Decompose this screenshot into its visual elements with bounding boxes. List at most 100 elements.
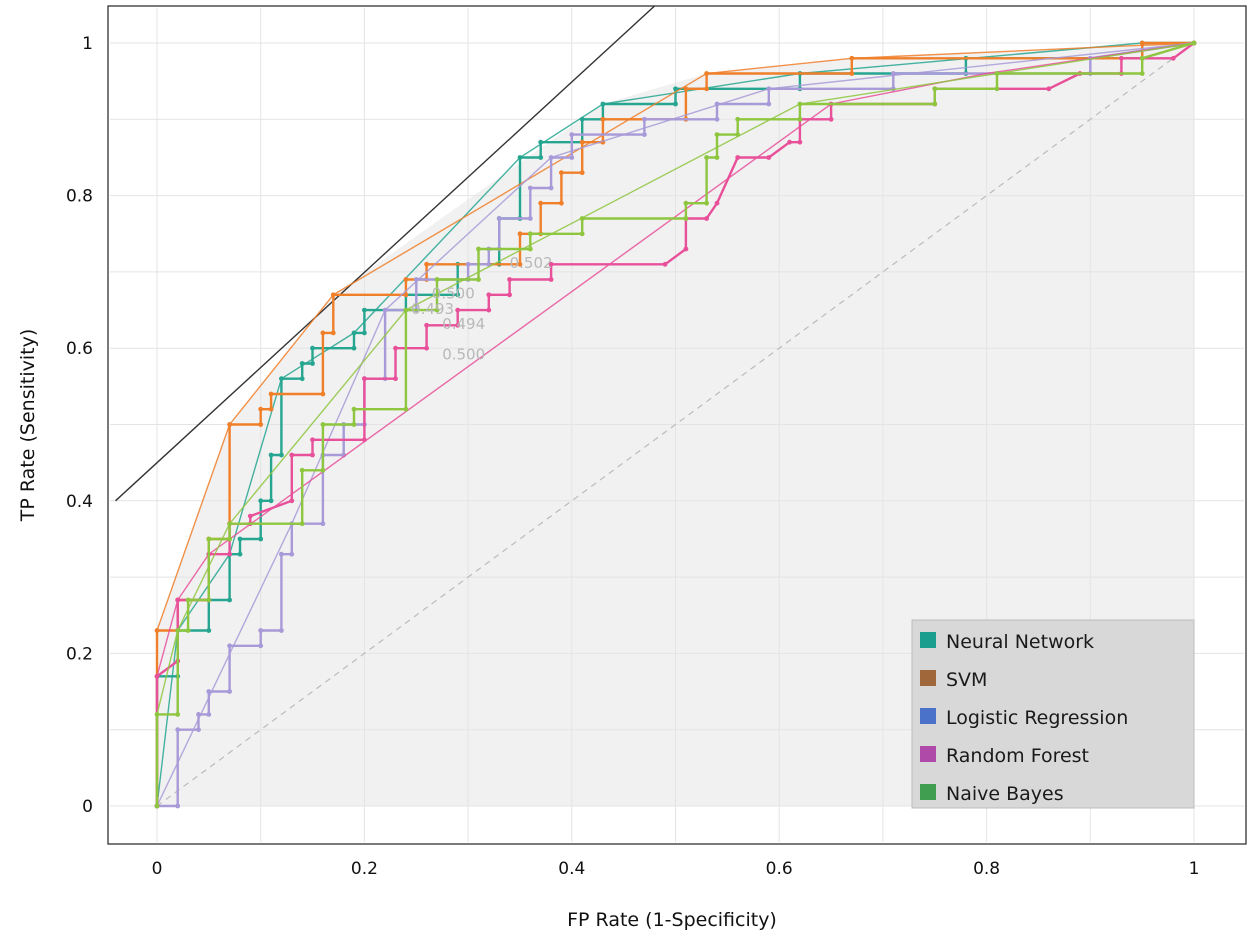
roc-point — [227, 551, 233, 557]
x-tick-label: 0.6 — [766, 859, 793, 879]
roc-point — [507, 277, 512, 282]
roc-point — [704, 216, 709, 221]
roc-point — [714, 155, 720, 160]
roc-point — [279, 551, 284, 557]
roc-point — [994, 71, 1000, 76]
roc-point — [517, 261, 523, 267]
legend-item-neural-network[interactable]: Neural Network — [920, 631, 1094, 653]
legend-label: SVM — [946, 669, 987, 691]
roc-point — [175, 803, 181, 809]
roc-point — [268, 391, 274, 397]
roc-point — [299, 467, 305, 473]
y-tick-label: 0.6 — [66, 339, 93, 359]
roc-point — [227, 536, 233, 542]
roc-point — [320, 391, 326, 397]
roc-point — [683, 246, 689, 252]
legend-box — [911, 619, 1195, 809]
legend-swatch — [920, 632, 936, 648]
roc-point — [434, 277, 440, 282]
x-tick-label: 0.4 — [558, 859, 585, 879]
legend-label: Naive Bayes — [946, 783, 1064, 805]
roc-point — [465, 261, 471, 267]
roc-point — [351, 345, 357, 351]
legend-item-random-forest[interactable]: Random Forest — [920, 745, 1089, 767]
roc-point — [527, 246, 533, 252]
roc-point — [1046, 86, 1052, 92]
roc-point — [579, 170, 585, 176]
roc-point — [548, 277, 554, 282]
y-tick-label: 0.4 — [66, 492, 93, 512]
roc-point — [766, 86, 772, 92]
threshold-label: 0.500 — [442, 346, 485, 364]
roc-point — [403, 307, 409, 313]
roc-point — [351, 422, 357, 427]
legend-swatch — [920, 670, 936, 686]
roc-point — [1139, 55, 1145, 61]
roc-point — [206, 628, 212, 633]
roc-point — [486, 292, 492, 298]
roc-point — [268, 406, 274, 412]
legend-item-svm[interactable]: SVM — [920, 669, 987, 691]
roc-point — [227, 689, 233, 694]
threshold-label: 0.502 — [510, 254, 553, 272]
roc-point — [704, 71, 709, 76]
legend-item-naive-bayes[interactable]: Naive Bayes — [920, 783, 1064, 805]
roc-point — [227, 597, 233, 603]
roc-point — [206, 689, 212, 694]
roc-point — [559, 200, 564, 206]
roc-point — [714, 116, 720, 122]
roc-point — [268, 452, 274, 458]
roc-point — [548, 155, 554, 160]
roc-point — [683, 216, 689, 221]
x-tick-label: 1 — [1189, 859, 1200, 879]
roc-point — [569, 155, 575, 160]
series-logistic-regression — [154, 40, 1197, 809]
roc-point — [714, 132, 720, 138]
roc-point — [797, 116, 803, 122]
roc-point — [579, 216, 585, 221]
roc-point — [227, 521, 233, 527]
roc-point — [279, 628, 284, 633]
roc-point — [237, 536, 243, 542]
roc-point — [797, 139, 803, 145]
y-tick-label: 0.2 — [66, 644, 93, 664]
roc-point — [714, 101, 720, 107]
roc-point — [1119, 55, 1124, 61]
roc-point — [299, 376, 305, 382]
roc-point — [362, 376, 367, 382]
roc-point — [279, 376, 284, 382]
legend-label: Random Forest — [946, 745, 1089, 767]
iso-performance-line — [115, 6, 656, 502]
roc-point — [320, 521, 326, 527]
roc-point — [455, 307, 461, 313]
legend-swatch — [920, 784, 936, 800]
roc-point — [662, 261, 668, 267]
roc-point — [527, 216, 533, 221]
roc-point — [247, 513, 253, 519]
roc-point — [673, 86, 678, 92]
legend: Neural Network SVM Logistic Regression R… — [911, 619, 1195, 809]
roc-point — [320, 467, 326, 473]
roc-point — [735, 116, 741, 122]
legend-item-logistic-regression[interactable]: Logistic Regression — [920, 707, 1128, 729]
roc-point — [434, 307, 440, 313]
roc-point — [455, 292, 461, 298]
roc-point — [403, 406, 409, 412]
roc-point — [735, 132, 741, 138]
roc-point — [299, 361, 305, 366]
roc-point — [517, 155, 523, 160]
roc-point — [766, 155, 772, 160]
roc-point — [196, 727, 201, 733]
roc-point — [517, 231, 523, 237]
roc-point — [600, 116, 606, 122]
roc-point — [683, 200, 689, 206]
threshold-label: 0.500 — [432, 285, 475, 303]
legend-label: Neural Network — [946, 631, 1094, 653]
roc-point — [600, 101, 606, 107]
threshold-label: 0.493 — [411, 300, 454, 318]
hull-line — [156, 42, 1195, 807]
chance-diagonal — [156, 42, 1195, 807]
roc-point — [185, 628, 191, 633]
roc-point — [548, 185, 554, 191]
roc-point — [559, 170, 564, 176]
